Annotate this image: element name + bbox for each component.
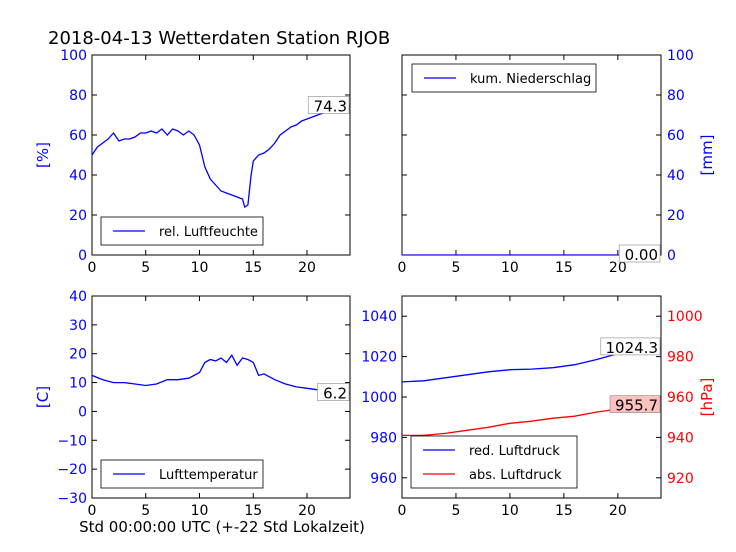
x-tick-label: 15 <box>555 260 573 276</box>
legend: Lufttemperatur <box>100 459 264 489</box>
x-tick-label: 10 <box>191 260 209 276</box>
y-tick-label: −20 <box>57 462 87 478</box>
y-tick-label: 100 <box>667 48 694 64</box>
y-tick-label: 80 <box>667 88 685 104</box>
x-tick-label: 20 <box>298 503 316 519</box>
x-tick-label: 15 <box>244 260 262 276</box>
axes-frame <box>91 295 351 499</box>
y-tick-label: 60 <box>69 128 87 144</box>
y-tick-label: 1000 <box>361 390 397 406</box>
x-tick-label: 0 <box>88 260 97 276</box>
annotation-right: 955.7 <box>615 397 658 415</box>
y-tick-label: 1020 <box>361 350 397 366</box>
y-tick-label: 40 <box>667 168 685 184</box>
x-tick-label: 5 <box>141 260 150 276</box>
y-tick-label: 940 <box>667 430 694 446</box>
y-tick-label: 20 <box>667 208 685 224</box>
y-tick-label: 80 <box>69 88 87 104</box>
y-tick-label: 0 <box>78 404 87 420</box>
annotation-box <box>618 244 661 263</box>
legend: red. Luftdruck abs. Luftdruck <box>410 435 578 489</box>
y-tick-label: 960 <box>667 390 694 406</box>
y-tick-label: 30 <box>69 318 87 334</box>
y-axis-label: [mm] <box>698 135 716 176</box>
x-tick-label: 5 <box>141 503 150 519</box>
x-tick-label: 0 <box>398 503 407 519</box>
panel-bottom-left: 0 5 10 15 20 −30 −20 −10 0 10 20 30 40 [C] 6.2 Lufttemp… <box>34 289 351 519</box>
figure-xlabel: Std 00:00:00 UTC (+-22 Std Lokalzeit) <box>79 518 365 536</box>
annotation-box <box>317 383 350 401</box>
annotation-right-box <box>609 395 661 413</box>
y-tick-label: −30 <box>57 491 87 507</box>
annotation-left-box <box>600 337 661 356</box>
x-tick-label: 20 <box>609 503 627 519</box>
legend-box <box>410 435 578 489</box>
x-tick-label: 5 <box>451 503 460 519</box>
legend-label: abs. Luftdruck <box>469 468 562 483</box>
y-tick-label: −10 <box>57 433 87 449</box>
panel-top-right: 0 5 10 15 20 0 20 40 60 80 100 [mm] 0.00 kum. Nieders… <box>398 48 716 276</box>
annotation-left: 1024.3 <box>606 339 659 357</box>
y-tick-label: 60 <box>667 128 685 144</box>
x-tick-label: 15 <box>555 503 573 519</box>
series-line-lufttemperatur <box>92 353 350 395</box>
y-tick-label: 980 <box>667 350 694 366</box>
y-tick-label: 1040 <box>361 309 397 325</box>
y-axis-label: [C] <box>34 386 52 408</box>
figure-title: 2018-04-13 Wetterdaten Station RJOB <box>48 28 390 49</box>
y-tick-label: 40 <box>69 289 87 305</box>
x-tick-label: 0 <box>88 503 97 519</box>
y-tick-label: 20 <box>69 347 87 363</box>
legend-label: rel. Luftfeuchte <box>159 225 258 240</box>
x-tick-label: 0 <box>398 260 407 276</box>
y-tick-label: 0 <box>78 248 87 264</box>
legend-label: Lufttemperatur <box>159 468 258 483</box>
annotation-box <box>307 96 350 114</box>
y-axis-label: [hPa] <box>698 378 716 417</box>
y-tick-label: 10 <box>69 376 87 392</box>
y-axis-label: [%] <box>34 142 52 168</box>
x-tick-label: 10 <box>501 260 519 276</box>
x-tick-label: 10 <box>191 503 209 519</box>
x-tick-label: 20 <box>609 260 627 276</box>
y-tick-label: 980 <box>370 430 397 446</box>
annotation: 0.00 <box>625 246 658 264</box>
panel-top-left: 0 5 10 15 20 0 20 40 60 80 100 [%] 74.3 rel. Luftfeuc… <box>34 48 351 276</box>
y-tick-label: 920 <box>667 471 694 487</box>
legend: rel. Luftfeuchte <box>100 216 264 246</box>
legend: kum. Niederschlag <box>411 63 597 93</box>
x-tick-label: 15 <box>244 503 262 519</box>
series-line-rel-luftfeuchte <box>92 105 350 209</box>
legend-label: kum. Niederschlag <box>470 72 591 87</box>
legend-label: red. Luftdruck <box>469 444 560 459</box>
y-tick-label: 40 <box>69 168 87 184</box>
y-tick-label: 1000 <box>667 309 703 325</box>
y-tick-label: 20 <box>69 208 87 224</box>
y-tick-label: 960 <box>370 471 397 487</box>
panel-bottom-right: 0 5 10 15 20 960 980 1000 1020 1040 920 940 960 980 10… <box>361 295 716 519</box>
y-tick-label: 100 <box>60 48 87 64</box>
annotation: 6.2 <box>323 385 347 403</box>
annotation: 74.3 <box>314 97 347 115</box>
y-tick-label: 0 <box>667 248 676 264</box>
x-tick-label: 5 <box>451 260 460 276</box>
x-tick-label: 20 <box>298 260 316 276</box>
x-tick-label: 10 <box>501 503 519 519</box>
